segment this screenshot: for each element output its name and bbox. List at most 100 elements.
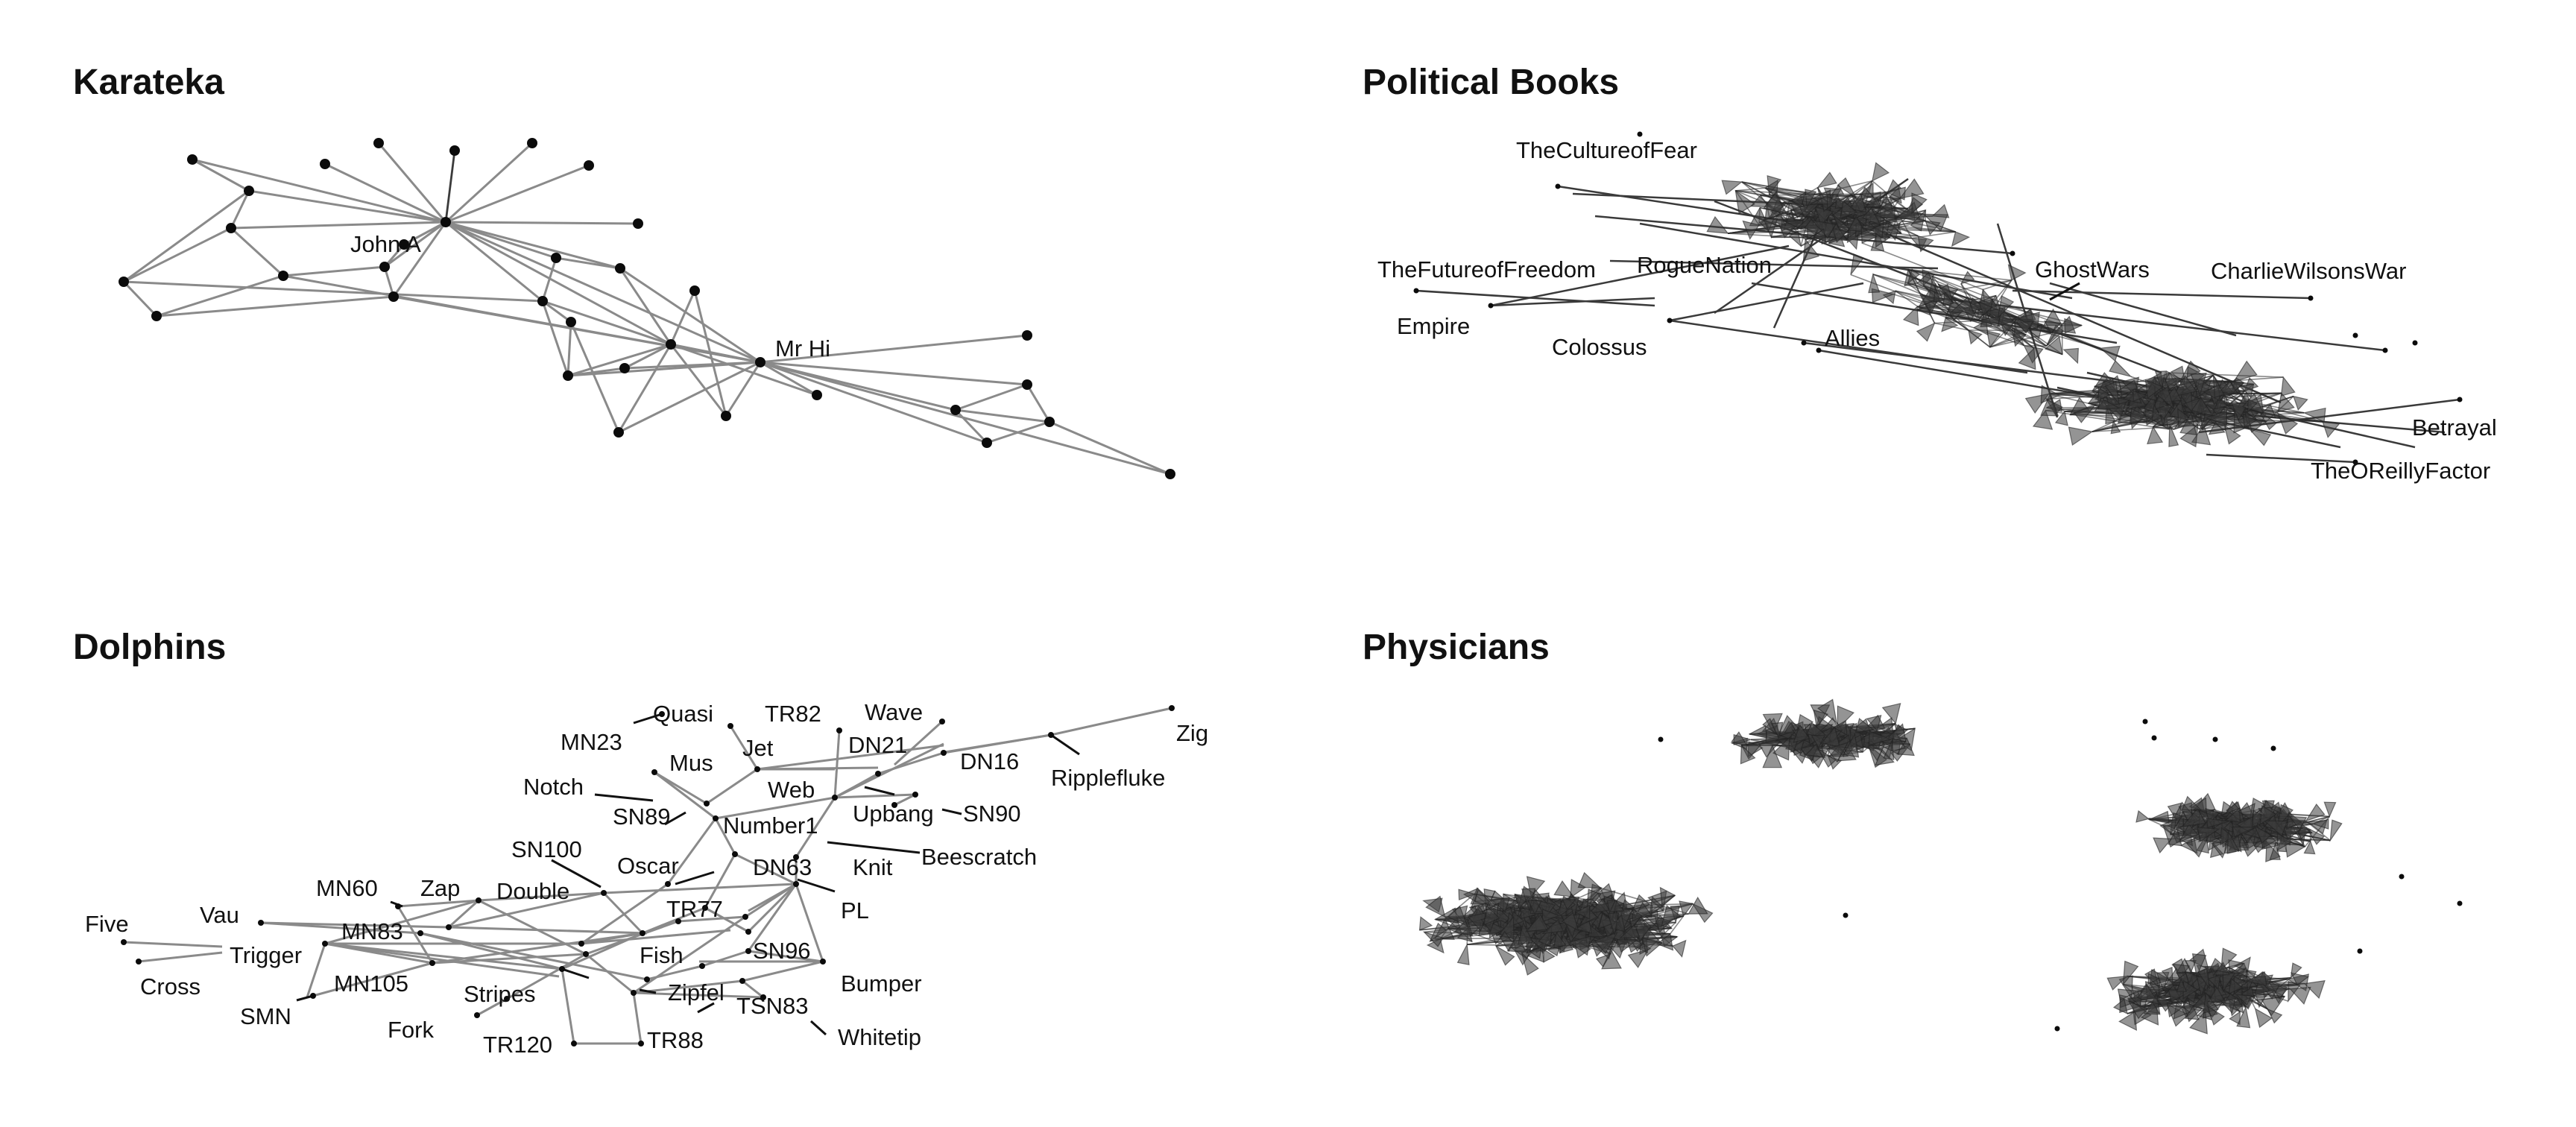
arrowhead <box>1577 871 1602 889</box>
arrowhead <box>1553 880 1575 898</box>
arrowhead <box>2044 320 2062 334</box>
arrowhead <box>2209 957 2235 975</box>
graph-edge <box>1872 180 1887 193</box>
arrowhead <box>2276 833 2294 851</box>
arrowhead <box>2232 826 2255 838</box>
physicians-arrows <box>1418 698 2343 1035</box>
arrowhead <box>2190 372 2207 396</box>
arrowhead <box>1529 946 1542 959</box>
arrowhead <box>1941 317 1959 332</box>
polbooks-label-oreilly-factor: TheOReillyFactor <box>2311 458 2490 484</box>
arrowhead <box>2133 390 2149 402</box>
physicians-panel: Physicians <box>1363 628 2463 1035</box>
dolphins-label-number1: Number1 <box>723 812 818 839</box>
arrowhead <box>2277 392 2295 413</box>
arrowhead <box>1595 953 1611 968</box>
graph-edge <box>1892 293 1978 322</box>
arrowhead <box>2220 827 2234 846</box>
arrowhead <box>2181 807 2207 827</box>
arrowhead <box>1763 192 1788 215</box>
arrowhead <box>1541 909 1561 923</box>
arrowhead <box>2276 411 2299 435</box>
dolphins-label-sn100: SN100 <box>511 836 582 862</box>
arrowhead <box>1763 218 1778 239</box>
arrowhead <box>2018 347 2036 370</box>
arrowhead <box>2007 264 2027 281</box>
arrowhead <box>2261 996 2286 1017</box>
arrowhead <box>2116 379 2138 393</box>
arrowhead <box>2154 370 2167 391</box>
arrowhead <box>1656 932 1674 951</box>
arrowhead <box>2135 809 2150 823</box>
arrowhead <box>2040 392 2059 417</box>
arrowhead <box>1848 215 1866 233</box>
arrowhead <box>1706 215 1729 234</box>
arrowhead <box>1968 329 1983 345</box>
arrowhead <box>1762 744 1783 768</box>
dolphins-label-bumper: Bumper <box>841 970 922 997</box>
polbooks-label-allies: Allies <box>1825 325 1880 351</box>
arrowhead <box>2118 1011 2138 1032</box>
arrowhead <box>2191 953 2207 978</box>
graph-edge <box>2030 327 2101 349</box>
arrowhead <box>2218 380 2239 394</box>
arrowhead <box>1632 907 1644 922</box>
arrowhead <box>1863 197 1881 208</box>
dolphins-edges <box>123 707 1172 1045</box>
arrowhead <box>1534 899 1556 918</box>
arrowhead <box>1790 739 1805 755</box>
arrowhead <box>1861 206 1882 226</box>
arrowhead <box>2302 407 2326 423</box>
arrowhead <box>2233 956 2251 972</box>
arrowhead <box>2232 360 2258 382</box>
arrowhead <box>1635 901 1652 918</box>
arrowhead <box>2177 408 2190 428</box>
arrowhead <box>1869 223 1884 239</box>
arrowhead <box>1911 192 1928 215</box>
physicians-title: Physicians <box>1363 628 1550 667</box>
arrowhead <box>1840 200 1858 219</box>
arrowhead <box>2168 826 2182 847</box>
polbooks-label-colossus: Colossus <box>1552 334 1647 360</box>
dolphins-label-mn83: MN83 <box>341 918 403 944</box>
political-books-panel: Political Books <box>1363 63 2497 484</box>
arrowhead <box>2303 840 2316 855</box>
arrowhead <box>2288 815 2308 831</box>
arrowhead <box>1866 714 1882 732</box>
arrowhead <box>2073 404 2096 423</box>
arrowhead <box>2236 1006 2251 1029</box>
arrowhead <box>2176 977 2188 993</box>
arrowhead <box>1627 948 1650 968</box>
dolphins-label-zap: Zap <box>420 875 460 901</box>
arrowhead <box>2040 385 2061 404</box>
arrowhead <box>1813 228 1827 243</box>
arrowhead <box>2032 409 2053 430</box>
arrowhead <box>1837 177 1857 198</box>
arrowhead <box>2153 837 2173 854</box>
dolphins-label-dn63: DN63 <box>753 854 812 880</box>
arrowhead <box>2144 379 2164 400</box>
arrowhead <box>2068 426 2094 446</box>
karateka-label-john-a: John A <box>350 231 421 257</box>
arrowhead <box>1867 743 1886 762</box>
arrowhead <box>2290 972 2310 986</box>
arrowhead <box>2258 403 2276 418</box>
arrowhead <box>1910 209 1927 232</box>
arrowhead <box>2179 411 2197 436</box>
arrowhead <box>2159 818 2177 837</box>
arrowhead <box>2239 383 2255 399</box>
arrowhead <box>2156 386 2175 411</box>
arrowhead <box>1772 736 1790 761</box>
arrowhead <box>1883 739 1895 760</box>
dolphins-label-smn: SMN <box>240 1003 291 1029</box>
karateka-title: Karateka <box>73 63 224 102</box>
arrowhead <box>1811 734 1826 749</box>
dolphins-label-wave: Wave <box>865 699 923 725</box>
arrowhead <box>2147 973 2160 985</box>
arrowhead <box>2207 974 2221 990</box>
arrowhead <box>2247 398 2258 414</box>
arrowhead <box>1418 916 1433 931</box>
dolphins-label-tr88: TR88 <box>647 1027 704 1053</box>
polbooks-label-charlie-wilsons-war: CharlieWilsonsWar <box>2211 258 2406 284</box>
dolphins-label-vau: Vau <box>200 902 239 928</box>
